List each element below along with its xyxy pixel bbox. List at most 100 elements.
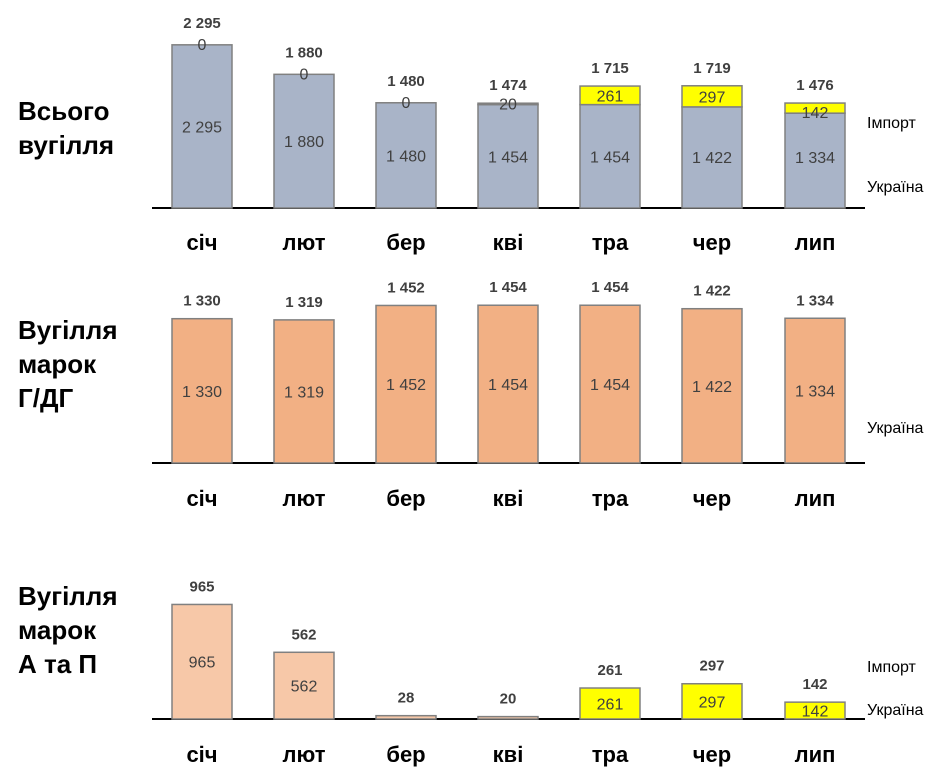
category-label: лют bbox=[283, 486, 326, 511]
category-label: чер bbox=[693, 230, 731, 255]
category-label: чер bbox=[693, 486, 731, 511]
category-label: тра bbox=[592, 742, 629, 767]
bar-total-label: 1 319 bbox=[285, 294, 323, 311]
category-label: тра bbox=[592, 230, 629, 255]
category-label: лип bbox=[795, 230, 836, 255]
bar-total-label: 1 422 bbox=[693, 283, 731, 300]
bar-ukraine-label: 1 454 bbox=[590, 377, 630, 394]
category-label: кві bbox=[493, 486, 524, 511]
row-title-line: Всього bbox=[18, 96, 109, 126]
bar-total-label: 1 452 bbox=[387, 279, 425, 296]
bar-ukraine-label: 1 454 bbox=[488, 149, 528, 166]
bar-total-label: 1 334 bbox=[796, 292, 834, 309]
bar-total-label: 562 bbox=[291, 626, 316, 643]
bar-total-label: 261 bbox=[597, 662, 622, 679]
bar-ukraine bbox=[784, 112, 846, 209]
bar-ukraine bbox=[477, 715, 539, 720]
bar-ukraine bbox=[375, 714, 437, 720]
bar-ukraine bbox=[477, 103, 539, 209]
bar-total-label: 1 880 bbox=[285, 44, 323, 61]
bar-total-label: 20 bbox=[500, 691, 517, 708]
bar-ukraine-label: 1 454 bbox=[590, 149, 630, 166]
bar-ukraine-label: 1 334 bbox=[795, 384, 835, 401]
category-label: лип bbox=[795, 486, 836, 511]
legend-label: Україна bbox=[867, 702, 924, 719]
bar-import-label: 261 bbox=[597, 88, 624, 105]
bar-ukraine bbox=[171, 44, 233, 209]
bar-import-label: 142 bbox=[802, 105, 829, 122]
category-label: кві bbox=[493, 742, 524, 767]
category-label: січ bbox=[186, 486, 217, 511]
legend-label: Україна bbox=[867, 179, 924, 196]
row-title-line: Вугілля bbox=[18, 315, 118, 345]
legend-label: Імпорт bbox=[867, 659, 917, 676]
bar-import-label: 297 bbox=[699, 89, 726, 106]
bar-ukraine bbox=[171, 603, 233, 720]
bar-total-label: 1 719 bbox=[693, 60, 731, 77]
bar-import-label: 0 bbox=[198, 37, 207, 54]
row-title-line: марок bbox=[18, 615, 97, 645]
bar-import-label: 0 bbox=[300, 66, 309, 83]
bar-import bbox=[784, 102, 846, 114]
bar-import-label: 297 bbox=[699, 694, 726, 711]
category-label: січ bbox=[186, 742, 217, 767]
bar-ukraine-label: 1 422 bbox=[692, 150, 732, 167]
row-title-line: марок bbox=[18, 349, 97, 379]
bar-ukraine bbox=[784, 317, 846, 464]
bar-ukraine-label: 1 422 bbox=[692, 379, 732, 396]
legend-label: Україна bbox=[867, 420, 924, 437]
category-label: січ bbox=[186, 230, 217, 255]
category-label: бер bbox=[386, 230, 425, 255]
bar-total-label: 1 454 bbox=[489, 279, 527, 296]
bar-ukraine bbox=[681, 307, 743, 464]
bar-total-label: 1 454 bbox=[591, 279, 629, 296]
category-label: тра bbox=[592, 486, 629, 511]
bar-ukraine bbox=[273, 319, 335, 464]
bar-import bbox=[477, 102, 539, 106]
bar-ukraine-label: 1 454 bbox=[488, 377, 528, 394]
category-label: лип bbox=[795, 742, 836, 767]
bar-ukraine bbox=[579, 304, 641, 464]
bar-total-label: 965 bbox=[189, 578, 214, 595]
category-label: бер bbox=[386, 486, 425, 511]
bar-total-label: 297 bbox=[699, 658, 724, 675]
bar-import-label: 0 bbox=[402, 95, 411, 112]
bar-import bbox=[681, 682, 743, 720]
bar-ukraine-label: 562 bbox=[291, 679, 318, 696]
bar-import bbox=[579, 85, 641, 106]
bar-ukraine-label: 965 bbox=[189, 655, 216, 672]
bar-ukraine-label: 1 452 bbox=[386, 377, 426, 394]
bar-total-label: 28 bbox=[398, 690, 415, 707]
legend-label: Імпорт bbox=[867, 115, 917, 132]
bar-total-label: 1 330 bbox=[183, 293, 221, 310]
bar-import bbox=[579, 687, 641, 720]
bar-ukraine bbox=[273, 651, 335, 720]
bar-total-label: 1 476 bbox=[796, 77, 834, 94]
row-title-line: Г/ДГ bbox=[18, 383, 73, 413]
bar-ukraine bbox=[171, 317, 233, 464]
bar-total-label: 1 474 bbox=[489, 77, 527, 94]
bar-ukraine-label: 1 880 bbox=[284, 134, 324, 151]
bar-total-label: 1 480 bbox=[387, 73, 425, 90]
bar-ukraine-label: 1 330 bbox=[182, 384, 222, 401]
bar-ukraine bbox=[273, 73, 335, 209]
category-label: чер bbox=[693, 742, 731, 767]
bar-ukraine bbox=[375, 304, 437, 464]
category-label: бер bbox=[386, 742, 425, 767]
bar-ukraine-label: 2 295 bbox=[182, 119, 222, 136]
bar-ukraine bbox=[681, 106, 743, 209]
bar-total-label: 142 bbox=[802, 676, 827, 693]
bar-total-label: 2 295 bbox=[183, 15, 221, 32]
bar-import-label: 142 bbox=[802, 704, 829, 721]
bar-import-label: 20 bbox=[499, 97, 517, 114]
row-title-line: А та П bbox=[18, 649, 97, 679]
bar-ukraine bbox=[579, 103, 641, 209]
bar-ukraine-label: 1 319 bbox=[284, 384, 324, 401]
bar-import-label: 261 bbox=[597, 697, 624, 714]
category-label: кві bbox=[493, 230, 524, 255]
bar-total-label: 1 715 bbox=[591, 60, 629, 77]
bar-import bbox=[784, 701, 846, 720]
bar-ukraine-label: 1 334 bbox=[795, 150, 835, 167]
category-label: лют bbox=[283, 742, 326, 767]
